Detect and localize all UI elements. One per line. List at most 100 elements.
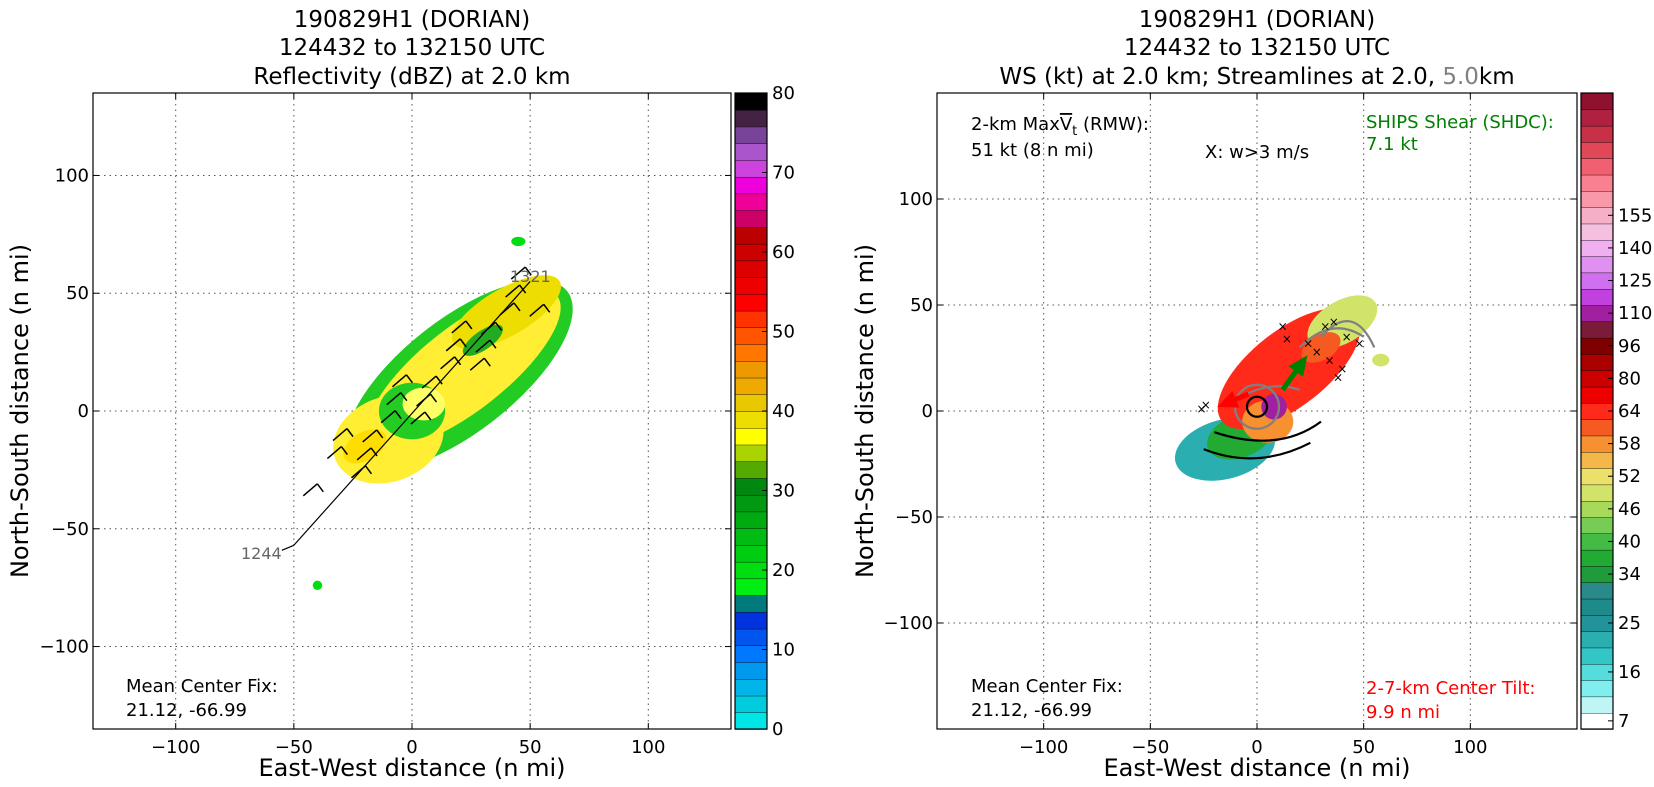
right-colorbar-swatch xyxy=(1580,125,1614,143)
w-marker: × xyxy=(1197,402,1207,416)
left-x-tick-label: 0 xyxy=(406,737,417,758)
ws-speck xyxy=(1372,353,1390,367)
echo-isolated xyxy=(312,580,323,591)
wind-barb xyxy=(386,392,402,406)
left-y-tick-label: 0 xyxy=(78,401,89,422)
wind-barb xyxy=(469,357,485,371)
left-plot-area: −100 −50 0 50 100 −100 −50 0 50 100 1321 1244 Mea… xyxy=(40,92,732,758)
ws-ne-orange xyxy=(1301,332,1341,363)
right-y-tick-label: −50 xyxy=(895,507,933,528)
wind-barb-flag xyxy=(316,483,324,493)
right-x-tick-label: 0 xyxy=(1251,737,1262,758)
left-colorbar-tick-label: 10 xyxy=(772,640,795,661)
left-colorbar-tick-label: 80 xyxy=(772,83,795,104)
w-marker: × xyxy=(1342,330,1352,344)
left-colorbar-swatch xyxy=(734,695,768,713)
left-mean-center-value: 21.12, -66.99 xyxy=(126,700,247,721)
track-end-label: 1321 xyxy=(510,267,551,286)
left-colorbar-tick-label: 40 xyxy=(772,401,795,422)
wind-barb-flag xyxy=(340,446,348,456)
wind-barb-flag xyxy=(370,447,378,457)
left-colorbar-swatch xyxy=(734,159,768,178)
wind-barb-flag xyxy=(459,338,467,348)
right-x-tick-label: −100 xyxy=(1019,737,1068,758)
right-x-tick-label: 50 xyxy=(1352,737,1375,758)
left-mean-center-label: Mean Center Fix: xyxy=(126,676,278,697)
shear-label: SHIPS Shear (SHDC): xyxy=(1366,112,1554,133)
wind-barb xyxy=(475,339,491,353)
w-marker: × xyxy=(1329,315,1339,329)
w-threshold-label: X: w>3 m/s xyxy=(1205,142,1309,163)
left-colorbar-swatch xyxy=(734,611,768,630)
shear-value: 7.1 kt xyxy=(1366,134,1418,155)
w-marker: × xyxy=(1333,370,1343,384)
wind-barb-flag xyxy=(429,393,438,403)
streamline xyxy=(1213,420,1322,442)
right-axis-ticks: −100 −50 0 50 100 −100 −50 0 50 100 xyxy=(884,93,1577,758)
streamline xyxy=(1320,320,1376,348)
left-colorbar-swatch xyxy=(734,126,768,144)
wind-barb-flag xyxy=(435,375,443,385)
right-panel: 190829H1 (DORIAN) 124432 to 132150 UTC W… xyxy=(851,7,1652,782)
streamline xyxy=(1203,441,1311,460)
wind-barb-flag xyxy=(489,339,497,349)
right-x-tick-label: 100 xyxy=(1453,737,1487,758)
left-colorbar-swatch xyxy=(734,226,768,245)
left-colorbar-swatch xyxy=(734,645,768,663)
w-marker: × xyxy=(1325,353,1335,367)
wind-barb xyxy=(445,338,461,352)
right-colorbar-swatch xyxy=(1580,255,1614,274)
left-colorbar-tick-label: 30 xyxy=(772,481,795,502)
left-y-tick-label: 50 xyxy=(66,283,89,304)
flight-track-start-tick xyxy=(281,544,295,551)
right-colorbar-swatch xyxy=(1580,321,1614,339)
w-marker: × xyxy=(1303,336,1313,350)
wind-barb-flag xyxy=(543,303,551,313)
left-colorbar-tick-label: 0 xyxy=(772,719,783,740)
right-colorbar-swatch xyxy=(1580,647,1614,665)
right-colorbar-swatch xyxy=(1580,223,1614,241)
w-marker: × xyxy=(1337,362,1347,376)
right-colorbar-tick-label: 96 xyxy=(1618,336,1641,357)
right-colorbar-tick-label: 46 xyxy=(1618,499,1641,520)
right-y-tick-label: 0 xyxy=(922,401,933,422)
right-colorbar-swatch xyxy=(1580,353,1614,371)
right-colorbar-swatch xyxy=(1580,174,1614,192)
left-colorbar-swatch xyxy=(734,92,768,111)
wind-barb-flag xyxy=(376,429,384,439)
right-colorbar-tick-label: 34 xyxy=(1618,564,1641,585)
left-axis-ticks: −100 −50 0 50 100 −100 −50 0 50 100 xyxy=(40,93,731,758)
left-colorbar-swatch xyxy=(734,293,768,312)
right-y-tick-label: 100 xyxy=(899,189,933,210)
tilt-label: 2-7-km Center Tilt: xyxy=(1366,678,1535,699)
wind-barb xyxy=(326,445,342,460)
right-mean-center-label: Mean Center Fix: xyxy=(971,676,1123,697)
right-y-tick-label: −100 xyxy=(884,613,933,634)
right-colorbar-tick-label: 16 xyxy=(1618,662,1641,683)
maxvt-line1: 2-km MaxVt (RMW): xyxy=(971,114,1149,139)
right-colorbar-swatch xyxy=(1580,288,1614,306)
right-colorbar-tick-label: 7 xyxy=(1618,711,1629,732)
left-colorbar-swatch xyxy=(734,276,768,295)
wind-barb xyxy=(451,320,467,334)
wind-barb xyxy=(380,410,396,424)
wind-barb-flag xyxy=(513,302,521,312)
wind-barb xyxy=(416,393,431,407)
wind-barb xyxy=(350,465,366,479)
left-y-tick-label: 100 xyxy=(55,165,89,186)
left-panel: 190829H1 (DORIAN) 124432 to 132150 UTC R… xyxy=(6,7,795,782)
left-y-axis-label: North-South distance (n mi) xyxy=(6,244,34,578)
right-colorbar-swatch xyxy=(1580,679,1614,698)
right-y-tick-label: 50 xyxy=(910,295,933,316)
right-colorbar-swatch xyxy=(1580,92,1614,111)
left-colorbar-swatch xyxy=(734,628,768,647)
left-colorbar-swatch xyxy=(734,527,768,546)
right-colorbar-swatch xyxy=(1580,386,1614,404)
echo-eye-ring xyxy=(402,387,446,421)
left-colorbar-swatch xyxy=(734,461,768,479)
right-colorbar-tick-label: 125 xyxy=(1618,271,1652,292)
left-colorbar-swatch xyxy=(734,394,768,412)
left-title-line1: 190829H1 (DORIAN) xyxy=(294,7,531,33)
wind-barb-flag xyxy=(494,321,503,331)
